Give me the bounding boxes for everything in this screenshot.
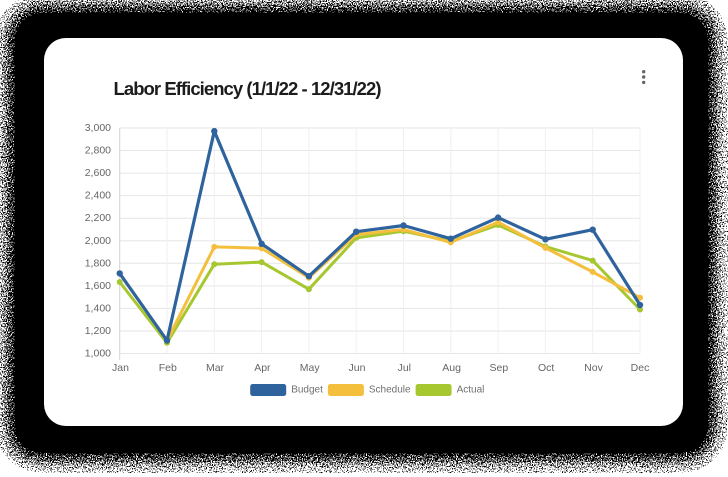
svg-text:Actual: Actual — [457, 384, 485, 395]
svg-text:2,800: 2,800 — [85, 145, 111, 157]
svg-text:1,400: 1,400 — [85, 302, 111, 314]
svg-text:2,000: 2,000 — [85, 235, 111, 247]
svg-text:1,000: 1,000 — [85, 348, 111, 360]
svg-text:Jul: Jul — [398, 362, 411, 374]
svg-text:Feb: Feb — [159, 362, 177, 374]
svg-text:Budget: Budget — [291, 384, 323, 395]
svg-text:Schedule: Schedule — [369, 384, 411, 395]
svg-text:Oct: Oct — [538, 362, 554, 374]
svg-text:Mar: Mar — [206, 362, 225, 374]
svg-text:May: May — [300, 362, 321, 374]
svg-text:Apr: Apr — [254, 362, 271, 374]
svg-text:Dec: Dec — [631, 362, 650, 374]
svg-text:2,600: 2,600 — [85, 167, 111, 179]
svg-text:1,600: 1,600 — [85, 280, 111, 292]
svg-text:Jan: Jan — [112, 362, 129, 374]
svg-text:Labor Efficiency (1/1/22 - 12/: Labor Efficiency (1/1/22 - 12/31/22) — [114, 78, 382, 99]
svg-text:Nov: Nov — [584, 362, 603, 374]
svg-text:1,800: 1,800 — [85, 257, 111, 269]
svg-text:1,200: 1,200 — [85, 325, 111, 337]
svg-text:2,200: 2,200 — [85, 212, 111, 224]
svg-text:Sep: Sep — [490, 362, 509, 374]
svg-text:3,000: 3,000 — [85, 122, 111, 134]
svg-text:Aug: Aug — [442, 362, 461, 374]
svg-text:2,400: 2,400 — [85, 190, 111, 202]
svg-text:Jun: Jun — [349, 362, 366, 374]
